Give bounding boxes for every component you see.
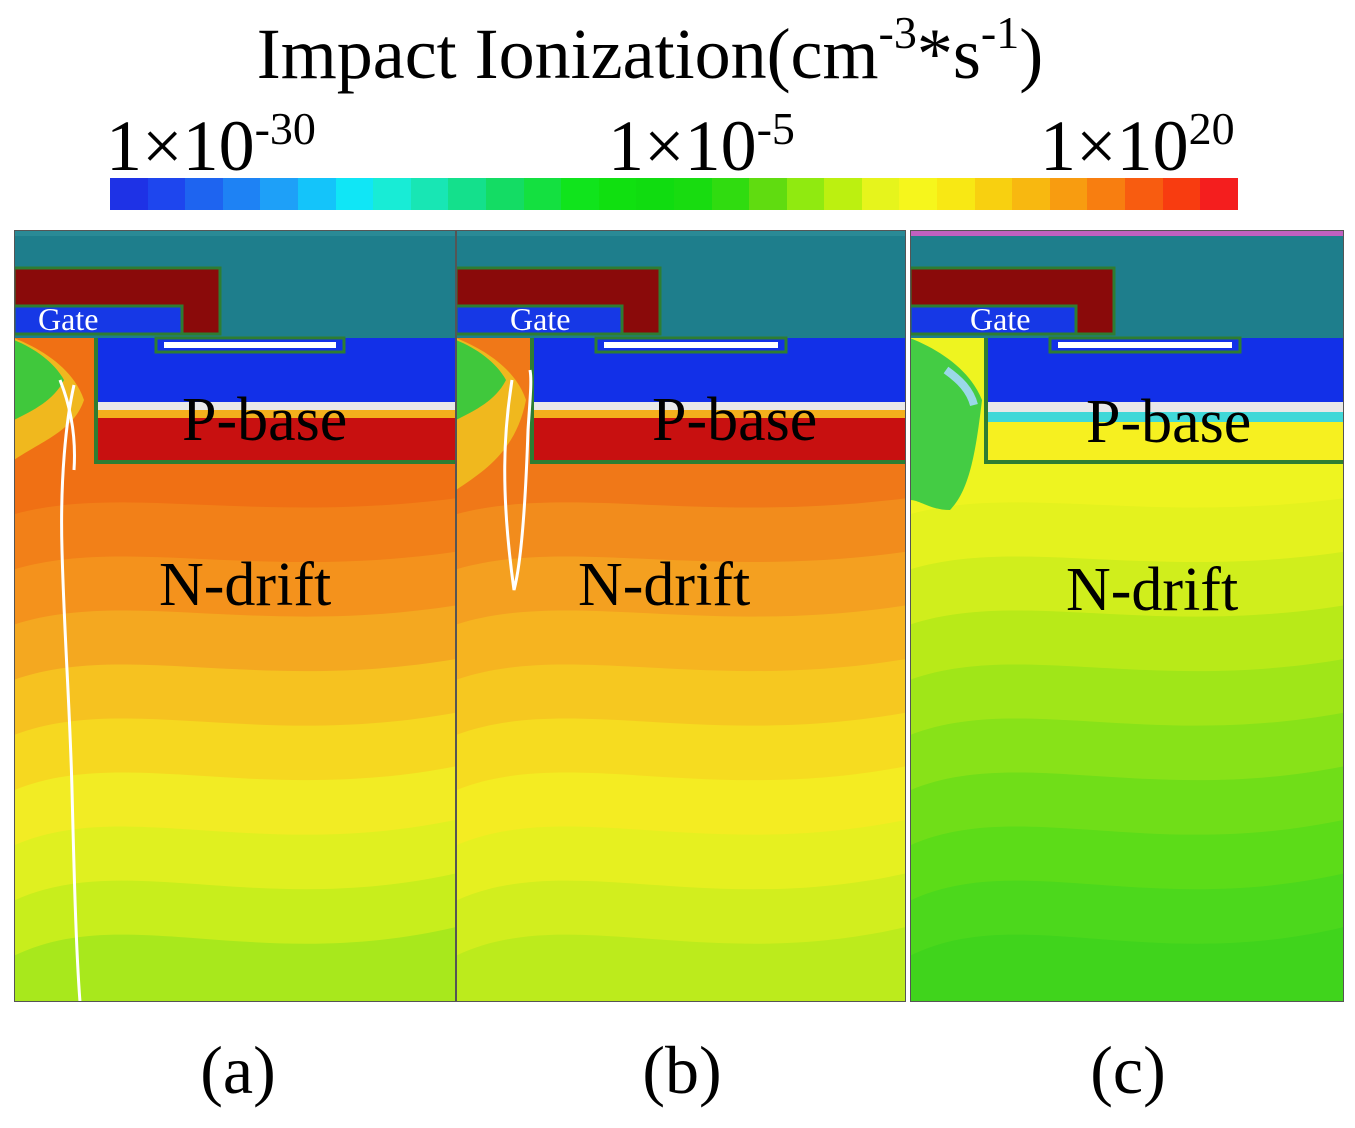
p-base-label: P-base bbox=[652, 386, 817, 454]
colorbar-swatch bbox=[824, 178, 862, 210]
contour-band bbox=[456, 927, 906, 1002]
gate-label: Gate bbox=[510, 301, 570, 337]
p-base-label: P-base bbox=[182, 386, 347, 454]
colorbar-swatch bbox=[1049, 178, 1088, 210]
contour-band bbox=[910, 927, 1344, 1002]
gate-region bbox=[456, 304, 624, 336]
colorbar-swatch bbox=[673, 178, 712, 210]
panel-b-label: (b) bbox=[642, 1032, 722, 1108]
colorbar-swatch bbox=[1012, 178, 1050, 210]
colorbar-swatch bbox=[147, 178, 186, 210]
panel-b: Gate P-base N-drift bbox=[456, 230, 906, 1002]
colorbar-swatch bbox=[523, 178, 562, 210]
colorbar-swatch bbox=[260, 178, 298, 210]
panel-a-plot: Gate P-base N-drift bbox=[14, 230, 456, 1002]
colorbar-swatch bbox=[974, 178, 1013, 210]
colorbar-tick-max: 1×1020 bbox=[1040, 103, 1235, 186]
n-drift-label: N-drift bbox=[159, 551, 331, 619]
colorbar-swatch bbox=[1162, 178, 1201, 210]
gate-label: Gate bbox=[970, 301, 1030, 337]
p-base-label: P-base bbox=[1086, 388, 1251, 456]
colorbar-swatch bbox=[937, 178, 975, 210]
colorbar-swatch bbox=[561, 178, 599, 210]
colorbar-swatch bbox=[749, 178, 787, 210]
colorbar-swatch bbox=[485, 178, 524, 210]
colorbar-tick-mid: 1×10-5 bbox=[608, 103, 795, 186]
colorbar-swatch bbox=[410, 178, 449, 210]
colorbar-swatch bbox=[861, 178, 900, 210]
colorbar-swatch bbox=[185, 178, 223, 210]
colorbar-swatch bbox=[1087, 178, 1126, 210]
gate-label: Gate bbox=[38, 301, 98, 337]
panel-a: Gate P-base N-drift bbox=[14, 230, 456, 1002]
colorbar-swatch bbox=[373, 178, 411, 210]
colorbar-swatch bbox=[448, 178, 486, 210]
colorbar bbox=[110, 178, 1238, 210]
panel-b-plot: Gate P-base N-drift bbox=[456, 230, 906, 1002]
gate-region bbox=[14, 304, 184, 336]
panel-c-label: (c) bbox=[1090, 1032, 1166, 1108]
colorbar-swatch bbox=[899, 178, 938, 210]
panel-c: Gate P-base N-drift bbox=[910, 230, 1344, 1002]
contour-band bbox=[14, 927, 456, 1002]
panel-c-plot: Gate P-base N-drift bbox=[910, 230, 1344, 1002]
colorbar-swatch bbox=[636, 178, 674, 210]
colorbar-swatch bbox=[711, 178, 750, 210]
colorbar-title: Impact Ionization(cm-3*s-1) bbox=[256, 7, 1044, 95]
colorbar-swatch bbox=[1125, 178, 1163, 210]
colorbar-swatch bbox=[335, 178, 374, 210]
colorbar-swatch bbox=[786, 178, 825, 210]
n-drift-label: N-drift bbox=[1066, 556, 1238, 624]
colorbar-tick-min: 1×10-30 bbox=[106, 103, 316, 186]
colorbar-swatch bbox=[297, 178, 336, 210]
n-drift-label: N-drift bbox=[578, 551, 750, 619]
colorbar-swatch bbox=[110, 178, 148, 210]
gate-region bbox=[910, 304, 1078, 336]
colorbar-swatch bbox=[598, 178, 637, 210]
colorbar-swatch bbox=[222, 178, 261, 210]
panel-a-label: (a) bbox=[200, 1032, 276, 1108]
colorbar-swatch bbox=[1200, 178, 1238, 210]
